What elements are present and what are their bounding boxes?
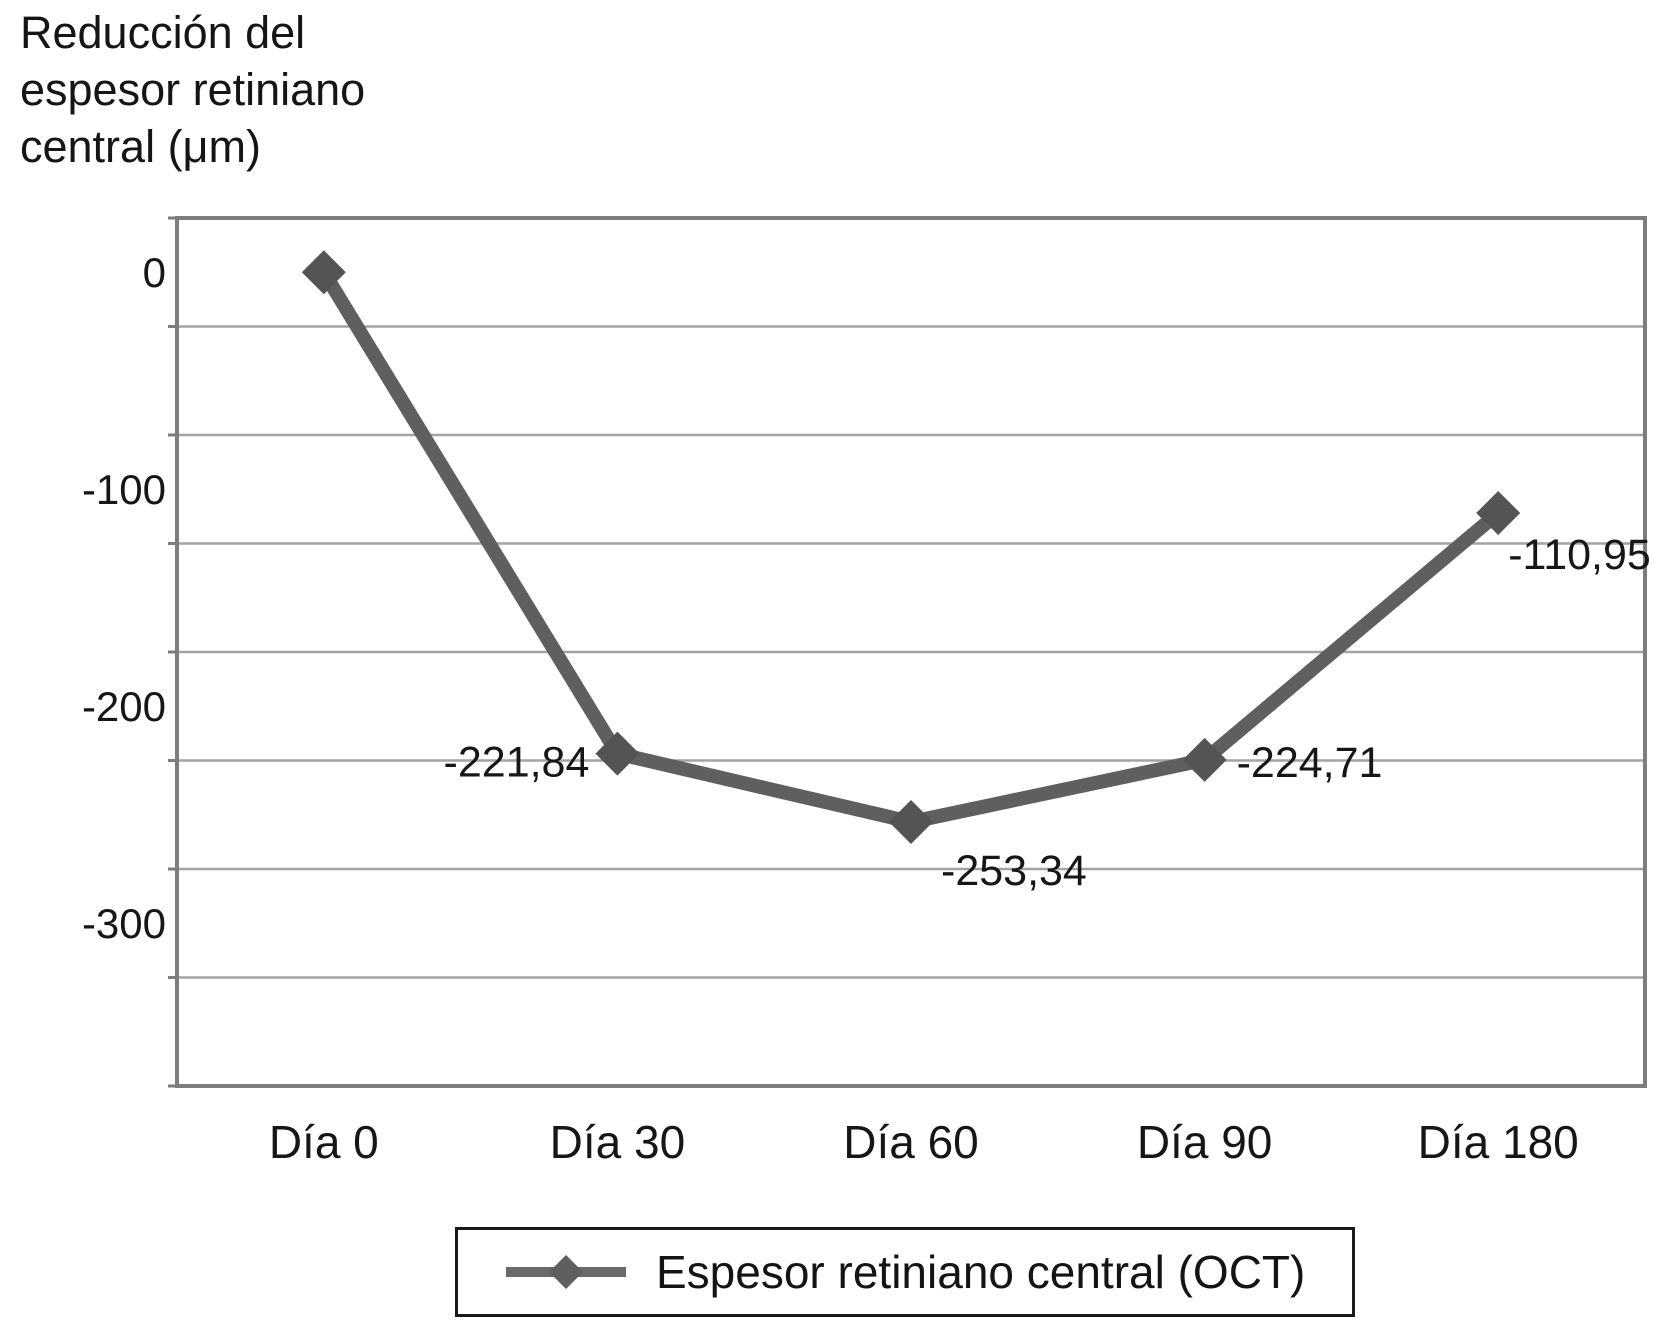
chart-title-line-2: espesor retiniano	[20, 64, 366, 115]
data-point-marker	[301, 250, 346, 295]
y-tick-label: -200	[82, 683, 166, 730]
chart-title-line-1: Reducción del	[20, 7, 306, 58]
data-label: -110,95	[1508, 531, 1651, 579]
y-tick-label: -100	[82, 466, 166, 513]
data-label: -221,84	[444, 739, 590, 787]
data-point-marker	[595, 731, 640, 776]
y-tick-label: 0	[143, 249, 166, 296]
data-point-marker	[1182, 737, 1227, 782]
x-axis-label: Día 90	[1137, 1116, 1273, 1168]
x-axis-label: Día 180	[1418, 1116, 1579, 1168]
data-point-marker	[889, 799, 933, 844]
legend-label: Espesor retiniano central (OCT)	[656, 1246, 1306, 1298]
data-label: -253,34	[941, 847, 1087, 895]
chart-title: Reducción del espesor retiniano central …	[20, 4, 365, 175]
y-tick-label: -300	[82, 900, 166, 947]
data-label: -224,71	[1237, 739, 1383, 787]
x-axis-label: Día 60	[843, 1116, 979, 1168]
x-axis-label: Día 0	[269, 1116, 379, 1168]
x-axis-label: Día 30	[550, 1116, 686, 1168]
legend: Espesor retiniano central (OCT)	[455, 1227, 1355, 1317]
chart-title-line-3: central (μm)	[20, 121, 261, 172]
data-point-marker	[1476, 491, 1521, 536]
legend-series-marker-icon	[506, 1255, 626, 1289]
